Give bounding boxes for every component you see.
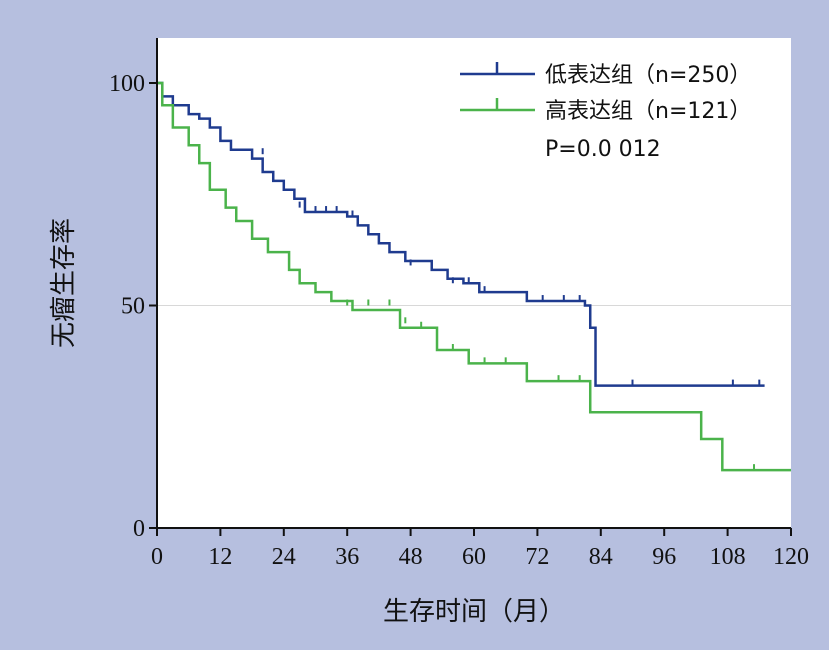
y-ticks: 0 50 100 [109, 71, 157, 542]
x-tick-label-36: 36 [335, 544, 359, 570]
survival-curves [157, 81, 791, 472]
x-tick-label-12: 12 [208, 544, 232, 570]
legend-low-label: 低表达组（n=250） [545, 63, 751, 88]
legend-high-label: 高表达组（n=121） [545, 99, 751, 124]
legend: 低表达组（n=250） 高表达组（n=121） P=0.0 012 [460, 62, 751, 162]
y-tick-label-0: 0 [133, 516, 145, 542]
x-tick-label-120: 120 [773, 544, 809, 570]
x-tick-label-108: 108 [710, 544, 746, 570]
y-axis-title: 无瘤生存率 [49, 218, 79, 348]
x-tick-label-0: 0 [151, 544, 163, 570]
x-tick-label-72: 72 [525, 544, 549, 570]
x-ticks: 0 12 24 36 48 60 72 84 96 108 120 [151, 528, 809, 570]
survival-curve-high [157, 81, 791, 472]
survival-curve-low [157, 81, 765, 387]
x-tick-label-96: 96 [652, 544, 676, 570]
x-tick-label-24: 24 [272, 544, 296, 570]
y-tick-label-100: 100 [109, 71, 145, 97]
x-axis-title: 生存时间（月） [383, 597, 565, 627]
x-tick-label-84: 84 [589, 544, 613, 570]
p-value-annotation: P=0.0 012 [545, 137, 661, 162]
x-tick-label-48: 48 [399, 544, 423, 570]
y-tick-label-50: 50 [121, 294, 145, 320]
x-tick-label-60: 60 [462, 544, 486, 570]
